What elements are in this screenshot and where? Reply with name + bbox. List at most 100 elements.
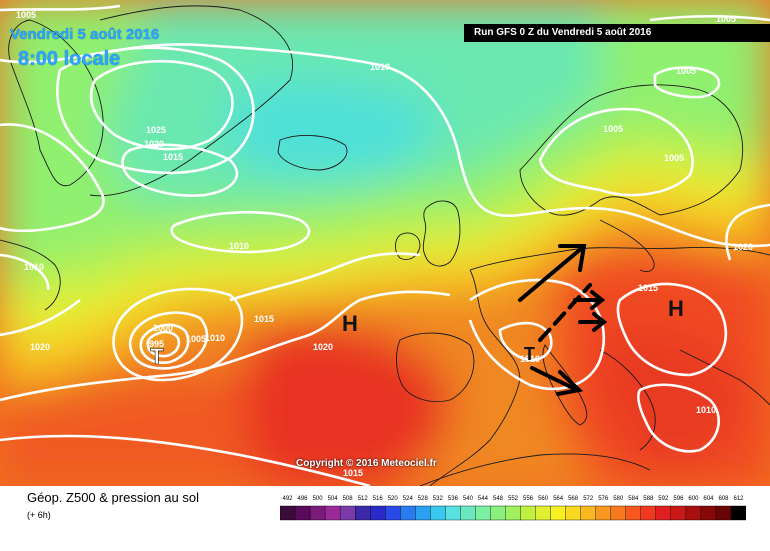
high-center-east: H (668, 296, 684, 321)
scale-swatch (384, 505, 401, 521)
isobar-1015-europe (468, 278, 605, 391)
pressure-label: 1010 (24, 262, 44, 272)
pressure-label: 1015 (343, 468, 363, 478)
scale-tick-label: 524 (403, 496, 414, 502)
scale-tick-label: 580 (613, 496, 624, 502)
pressure-label: 1005 (603, 124, 623, 134)
isobar-1010-atlantic (170, 210, 311, 254)
scale-tick-label: 556 (523, 496, 534, 502)
scale-tick-label: 564 (553, 496, 564, 502)
scale-tick-label: 516 (373, 496, 384, 502)
isobar-1005-top (0, 4, 121, 12)
scale-swatch (535, 505, 552, 521)
isobar-1025-greenland (89, 60, 234, 151)
pressure-label: 1010 (520, 354, 540, 364)
scale-tick-label: 496 (297, 496, 308, 502)
scale-swatch (730, 505, 746, 521)
scale-tick-label: 520 (388, 496, 399, 502)
pressure-centers: H H T T (150, 296, 684, 369)
scale-swatch (460, 505, 476, 521)
map-canvas: 1005 1005 1010 1025 1020 1015 1005 1005 … (0, 0, 770, 486)
dashed-line (538, 283, 592, 342)
scale-swatch (294, 505, 311, 521)
isobar-1010-west (0, 253, 50, 291)
scale-tick-label: 584 (628, 496, 639, 502)
isobar-1005-scandinavia (538, 107, 694, 197)
date-label: Vendredi 5 août 2016 (10, 26, 160, 43)
pressure-label: 1025 (146, 125, 166, 135)
scale-tick-label: 572 (583, 496, 594, 502)
iceland-coast (277, 135, 348, 171)
isobar-1010-north (0, 43, 770, 248)
isobar-1005-low-ring (139, 323, 190, 364)
scale-swatch (700, 505, 717, 521)
scale-swatch (490, 505, 507, 521)
arrow-northeast-head (558, 244, 587, 272)
pressure-labels: 1005 1005 1010 1025 1020 1015 1005 1005 … (16, 10, 753, 478)
isobar-1010-southeast (637, 383, 720, 453)
pressure-label: 1005 (716, 14, 736, 24)
isobar-1020-greenland (56, 46, 255, 175)
pressure-label: 1015 (163, 152, 183, 162)
scale-tick-label: 608 (718, 496, 729, 502)
isobars (0, 4, 770, 486)
scale-swatch (369, 505, 386, 521)
scale-swatch (625, 505, 642, 521)
coastlines (0, 5, 770, 486)
scale-tick-label: 500 (313, 496, 324, 502)
low-center-europe: T (524, 344, 535, 364)
north-africa-coast (419, 453, 651, 486)
high-center-atlantic: H (342, 311, 358, 336)
pressure-label: 1020 (144, 139, 164, 149)
scale-tick-label: 576 (598, 496, 609, 502)
arrow-southeast-head (556, 370, 584, 396)
pressure-label: 1010 (370, 62, 390, 72)
pressure-label: 1020 (313, 342, 333, 352)
scale-swatch (415, 505, 431, 521)
pressure-label: 1005 (186, 334, 206, 344)
scale-swatch (400, 505, 416, 521)
scale-swatch (580, 505, 597, 521)
pressure-label: 1010 (696, 405, 716, 415)
time-label: 8:00 locale (18, 48, 121, 70)
scale-swatch (640, 505, 657, 521)
scale-swatch (309, 505, 326, 521)
legend-subtitle: (+ 6h) (27, 510, 51, 520)
isobar-1015-low-ring (112, 287, 244, 382)
geopotential-field (0, 0, 770, 486)
isobar-1020-east (725, 203, 770, 261)
scale-swatch (324, 505, 341, 521)
scale-tick-label: 528 (418, 496, 429, 502)
arrow-east-1-head (590, 290, 606, 310)
low-center-atlantic: T (150, 344, 164, 369)
pressure-label: 995 (149, 339, 164, 349)
pressure-label: 1005 (676, 66, 696, 76)
scale-swatch (520, 505, 537, 521)
scale-tick-label: 568 (568, 496, 579, 502)
pressure-label: 1010 (229, 241, 249, 251)
pressure-label: 1015 (254, 314, 274, 324)
legend-panel: Géop. Z500 & pression au sol (+ 6h) 492 4… (0, 486, 770, 551)
weather-map: 1005 1005 1010 1025 1020 1015 1005 1005 … (0, 0, 770, 486)
scale-tick-label: 600 (688, 496, 699, 502)
isobar-1010-europe (498, 321, 553, 362)
scale-tick-label: 552 (508, 496, 519, 502)
copyright-notice: Copyright © 2016 Meteociel.fr (296, 458, 437, 469)
scale-tick-label: 512 (358, 496, 369, 502)
scale-tick-label: 596 (673, 496, 684, 502)
balkans-coast (599, 349, 770, 451)
arrow-northeast (518, 246, 584, 302)
pressure-label: 1005 (16, 10, 36, 20)
scale-tick-label: 588 (643, 496, 654, 502)
scale-tick-label: 560 (538, 496, 549, 502)
scale-swatch (445, 505, 461, 521)
scale-swatch (565, 505, 582, 521)
italy-coast (542, 344, 588, 426)
canada-coast (0, 239, 61, 311)
isobar-1005-north-east (653, 66, 721, 99)
scale-swatch (670, 505, 687, 521)
arrow-east-2-head (592, 312, 608, 332)
iberia-coast (396, 332, 475, 403)
isobar-1015-atlantic (229, 252, 421, 302)
scale-swatch (475, 505, 491, 521)
